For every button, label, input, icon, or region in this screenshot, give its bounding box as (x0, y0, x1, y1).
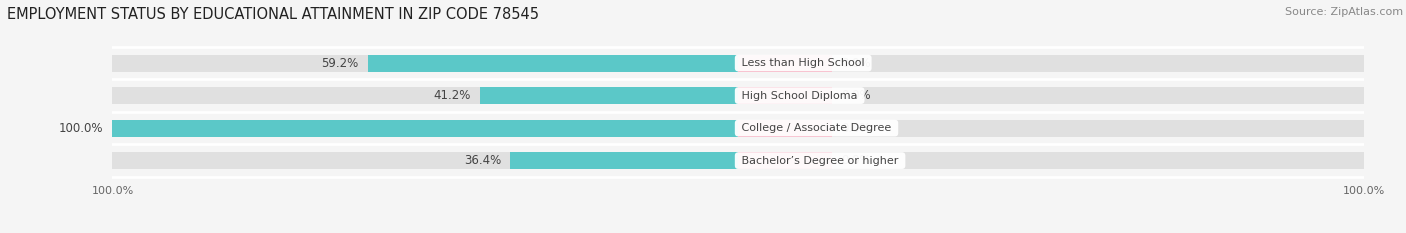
Bar (112, 120, 738, 137)
Text: 59.2%: 59.2% (321, 57, 359, 70)
Bar (368, 55, 738, 72)
Text: 0.0%: 0.0% (841, 154, 870, 167)
Bar (112, 87, 738, 104)
Text: College / Associate Degree: College / Associate Degree (738, 123, 894, 133)
Bar (738, 152, 832, 169)
Text: High School Diploma: High School Diploma (738, 91, 860, 101)
Text: Source: ZipAtlas.com: Source: ZipAtlas.com (1285, 7, 1403, 17)
Bar (738, 152, 1364, 169)
Text: 0.0%: 0.0% (841, 89, 870, 102)
Text: Less than High School: Less than High School (738, 58, 869, 68)
Text: 41.2%: 41.2% (433, 89, 471, 102)
Bar (510, 152, 738, 169)
Bar (112, 152, 738, 169)
Text: 100.0%: 100.0% (59, 122, 103, 135)
Bar (112, 120, 738, 137)
Text: 0.0%: 0.0% (841, 57, 870, 70)
Bar (738, 120, 1364, 137)
Text: 36.4%: 36.4% (464, 154, 501, 167)
Text: EMPLOYMENT STATUS BY EDUCATIONAL ATTAINMENT IN ZIP CODE 78545: EMPLOYMENT STATUS BY EDUCATIONAL ATTAINM… (7, 7, 538, 22)
Bar (738, 55, 832, 72)
Bar (738, 87, 1364, 104)
Text: 0.0%: 0.0% (841, 122, 870, 135)
Bar (481, 87, 738, 104)
Text: Bachelor’s Degree or higher: Bachelor’s Degree or higher (738, 156, 903, 166)
Bar (738, 55, 1364, 72)
Bar (738, 120, 832, 137)
Bar (738, 87, 832, 104)
Bar (112, 55, 738, 72)
Legend: In Labor Force, Unemployed: In Labor Force, Unemployed (633, 230, 844, 233)
